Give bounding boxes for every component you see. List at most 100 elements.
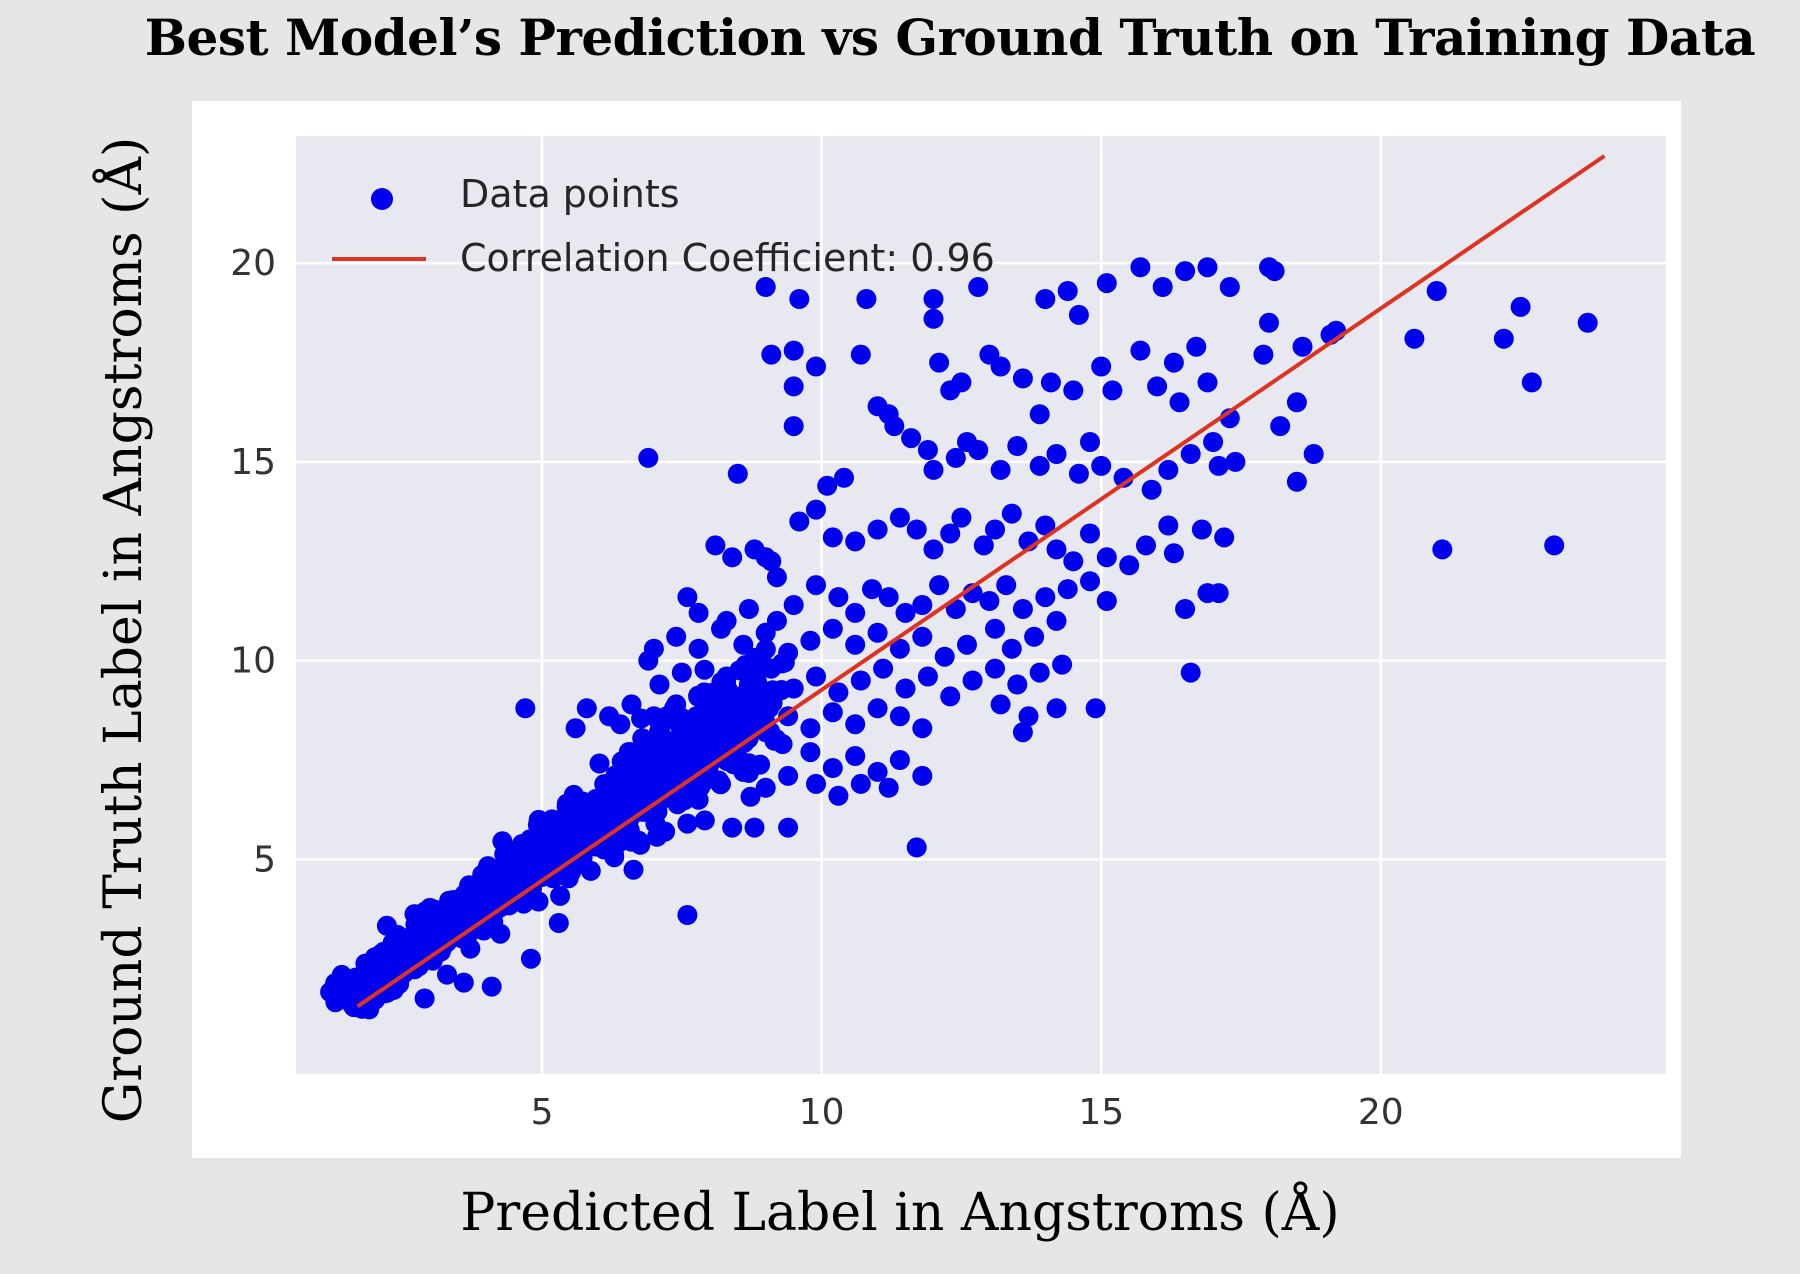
- data-point: [1001, 638, 1022, 659]
- data-point: [1264, 261, 1285, 282]
- data-point: [806, 575, 826, 596]
- data-points: [320, 257, 1598, 1020]
- data-point: [778, 817, 799, 838]
- data-point: [738, 674, 759, 695]
- data-point: [576, 698, 597, 719]
- data-point: [722, 817, 743, 838]
- data-point: [1029, 662, 1050, 683]
- data-point: [744, 817, 765, 838]
- data-point: [1102, 380, 1123, 401]
- data-point: [1197, 583, 1218, 604]
- data-point: [694, 682, 715, 703]
- data-point: [878, 777, 899, 798]
- data-point: [895, 602, 916, 623]
- data-point: [1180, 662, 1201, 683]
- data-point: [889, 706, 910, 727]
- data-point: [940, 523, 961, 544]
- data-point: [912, 718, 933, 739]
- data-point: [884, 416, 905, 437]
- data-point: [740, 786, 761, 807]
- data-point: [1225, 451, 1246, 472]
- data-point: [550, 885, 571, 906]
- data-point: [800, 630, 821, 651]
- data-point: [1029, 455, 1050, 476]
- data-point: [822, 758, 843, 778]
- data-point: [688, 638, 709, 659]
- data-point: [1577, 312, 1598, 333]
- data-point: [906, 519, 927, 540]
- data-point: [533, 846, 554, 867]
- legend-label-correlation: Correlation Coefficient: 0.96: [460, 236, 995, 280]
- data-point: [414, 924, 435, 945]
- data-point: [566, 812, 587, 833]
- data-point: [895, 678, 916, 699]
- data-point: [520, 948, 541, 969]
- data-point: [856, 289, 877, 309]
- chart-title: Best Model’s Prediction vs Ground Truth …: [144, 8, 1756, 67]
- data-point: [738, 599, 759, 619]
- data-point: [834, 467, 854, 488]
- data-point: [698, 739, 718, 760]
- data-point: [618, 742, 639, 762]
- data-point: [643, 706, 664, 727]
- data-point: [1046, 698, 1067, 719]
- data-point: [481, 976, 502, 997]
- data-point: [923, 308, 944, 329]
- data-point: [985, 618, 1005, 639]
- data-point: [503, 864, 524, 885]
- data-point: [677, 905, 698, 925]
- data-point: [1426, 281, 1447, 301]
- data-point: [1521, 372, 1542, 393]
- data-point: [867, 622, 888, 643]
- x-tick-label: 15: [1078, 1092, 1124, 1133]
- x-tick-label: 10: [799, 1092, 845, 1133]
- data-point: [934, 646, 955, 667]
- data-point: [1080, 432, 1100, 452]
- data-point: [492, 831, 513, 852]
- data-point: [739, 692, 760, 713]
- data-point: [638, 447, 659, 468]
- data-point: [1180, 444, 1201, 464]
- legend-label-data-points: Data points: [460, 172, 680, 216]
- data-point: [677, 587, 698, 608]
- data-point: [349, 989, 370, 1010]
- data-point: [1096, 591, 1117, 611]
- data-point: [822, 618, 843, 639]
- data-point: [845, 602, 866, 623]
- data-point: [912, 626, 933, 647]
- data-point: [806, 773, 826, 794]
- data-point: [733, 710, 754, 731]
- data-point: [744, 647, 765, 668]
- data-point: [599, 813, 620, 834]
- data-point: [985, 519, 1005, 540]
- y-tick-label: 20: [230, 243, 276, 284]
- data-point: [1163, 352, 1184, 373]
- data-point: [806, 666, 826, 687]
- data-point: [688, 789, 709, 810]
- data-point: [662, 740, 683, 761]
- data-point: [688, 602, 709, 623]
- data-point: [800, 742, 821, 763]
- legend-marker-data-points: [371, 188, 393, 210]
- data-point: [1057, 579, 1078, 600]
- data-point: [929, 352, 950, 373]
- data-point: [1303, 444, 1324, 464]
- data-point: [1096, 273, 1117, 294]
- data-point: [449, 896, 470, 916]
- data-point: [1096, 547, 1117, 568]
- data-point: [985, 658, 1005, 679]
- data-point: [1286, 392, 1307, 413]
- data-point: [957, 634, 977, 655]
- data-point: [1292, 336, 1313, 357]
- data-point: [862, 579, 882, 600]
- data-point: [1259, 312, 1279, 333]
- data-point: [615, 817, 636, 838]
- data-point: [621, 694, 642, 715]
- data-point: [783, 340, 804, 361]
- data-point: [711, 694, 731, 715]
- data-point: [404, 904, 425, 925]
- data-point: [1175, 261, 1196, 282]
- data-point: [806, 499, 826, 520]
- data-point: [917, 666, 938, 687]
- data-point: [951, 372, 972, 393]
